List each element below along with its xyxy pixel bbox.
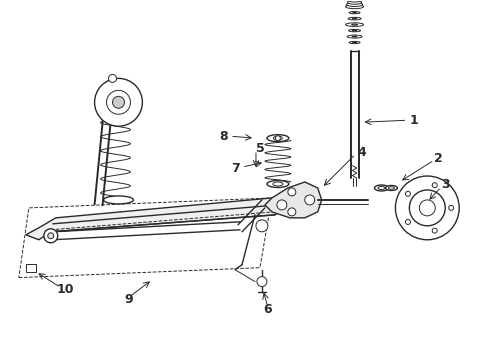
Circle shape <box>113 96 124 108</box>
Ellipse shape <box>267 180 289 188</box>
Text: 10: 10 <box>57 283 74 296</box>
Ellipse shape <box>273 136 282 140</box>
Circle shape <box>256 220 268 232</box>
Ellipse shape <box>273 182 283 186</box>
Ellipse shape <box>103 196 133 204</box>
Ellipse shape <box>348 17 361 20</box>
Circle shape <box>419 200 435 216</box>
Circle shape <box>305 195 315 205</box>
Ellipse shape <box>353 42 357 43</box>
Polygon shape <box>265 182 322 218</box>
Ellipse shape <box>348 0 361 2</box>
Circle shape <box>405 192 411 196</box>
Text: 9: 9 <box>124 293 133 306</box>
Circle shape <box>449 206 454 210</box>
Ellipse shape <box>346 3 363 6</box>
Circle shape <box>288 188 296 196</box>
Ellipse shape <box>353 12 356 13</box>
Circle shape <box>275 136 280 141</box>
Text: 1: 1 <box>409 114 418 127</box>
Polygon shape <box>26 198 285 240</box>
Text: 3: 3 <box>441 179 450 192</box>
Ellipse shape <box>386 185 397 190</box>
Ellipse shape <box>349 12 360 14</box>
Circle shape <box>95 78 143 126</box>
Text: 7: 7 <box>231 162 240 175</box>
Ellipse shape <box>349 41 360 44</box>
Ellipse shape <box>389 187 394 189</box>
Text: 6: 6 <box>264 303 272 316</box>
Circle shape <box>277 200 287 210</box>
Circle shape <box>395 176 459 240</box>
Ellipse shape <box>347 0 362 4</box>
Ellipse shape <box>345 5 364 9</box>
Text: 2: 2 <box>434 152 443 165</box>
Ellipse shape <box>352 24 358 25</box>
Text: 5: 5 <box>256 141 265 155</box>
Ellipse shape <box>352 36 357 37</box>
Ellipse shape <box>348 30 361 32</box>
Circle shape <box>44 229 58 243</box>
Ellipse shape <box>374 185 389 191</box>
Circle shape <box>432 183 437 188</box>
Circle shape <box>257 276 267 287</box>
Text: 4: 4 <box>358 145 367 159</box>
Circle shape <box>409 190 445 226</box>
Ellipse shape <box>267 135 289 141</box>
Ellipse shape <box>378 186 385 189</box>
Bar <box>26 264 36 272</box>
Ellipse shape <box>347 35 362 38</box>
Circle shape <box>432 228 437 233</box>
Text: 8: 8 <box>220 130 228 143</box>
Circle shape <box>288 208 296 216</box>
Ellipse shape <box>352 18 357 19</box>
Ellipse shape <box>345 23 364 26</box>
Circle shape <box>48 233 54 239</box>
Ellipse shape <box>352 30 357 31</box>
Circle shape <box>108 75 117 82</box>
Circle shape <box>405 220 411 224</box>
Circle shape <box>106 90 130 114</box>
